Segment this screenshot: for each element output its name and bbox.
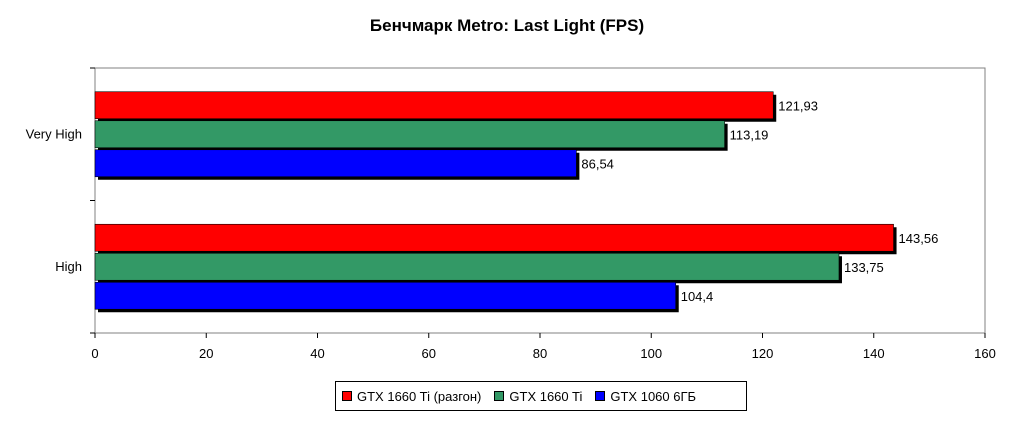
x-tick-label: 40	[310, 346, 324, 361]
bar	[94, 223, 894, 252]
data-label: 104,4	[681, 289, 714, 304]
legend-swatch-series-2	[494, 391, 505, 401]
legend-label-series-1: GTX 1660 Ti (разгон)	[357, 388, 482, 404]
x-tick-label: 100	[640, 346, 662, 361]
x-tick-label: 140	[863, 346, 885, 361]
bar	[94, 149, 577, 178]
x-tick-label: 120	[752, 346, 774, 361]
chart-title: Бенчмарк Metro: Last Light (FPS)	[369, 16, 645, 35]
legend-label-series-3: GTX 1060 6ГБ	[610, 388, 697, 404]
bar	[94, 120, 725, 149]
data-label: 133,75	[844, 260, 884, 275]
data-label: 113,19	[730, 127, 769, 142]
data-label: 121,93	[778, 98, 818, 113]
bar	[94, 91, 774, 120]
legend-item-series-2: GTX 1660 Ti	[494, 389, 582, 404]
bar	[94, 281, 677, 310]
legend-label-series-2: GTX 1660 Ti	[509, 388, 583, 404]
category-label: Very High	[26, 126, 82, 141]
data-label: 86,54	[581, 156, 614, 171]
legend: GTX 1660 Ti (разгон) GTX 1660 Ti GTX 106…	[335, 381, 747, 411]
legend-swatch-series-1	[342, 391, 352, 401]
x-tick-label: 80	[533, 346, 547, 361]
legend-swatch-series-3	[595, 391, 606, 401]
bar	[94, 252, 840, 281]
category-label: High	[55, 259, 82, 274]
x-tick-label: 160	[974, 346, 996, 361]
data-label: 143,56	[899, 231, 939, 246]
legend-item-series-3: GTX 1060 6ГБ	[595, 389, 696, 404]
x-tick-label: 0	[91, 346, 98, 361]
x-tick-label: 20	[199, 346, 213, 361]
x-tick-label: 60	[422, 346, 436, 361]
legend-item-series-1: GTX 1660 Ti (разгон)	[342, 389, 481, 404]
